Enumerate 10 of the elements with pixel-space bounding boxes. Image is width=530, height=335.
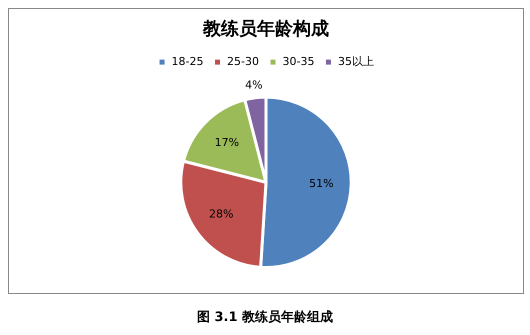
data-label: 28% (208, 208, 234, 221)
data-label: 51% (309, 176, 334, 190)
data-label: 4% (245, 78, 263, 92)
data-label: 17% (214, 136, 240, 149)
legend-label: 35以上 (338, 54, 374, 68)
legend-label: 30-35 (282, 54, 314, 68)
caption: 图 3.1 教练员年龄组成 (196, 309, 334, 326)
chart-title: 教练员年龄构成 (202, 18, 329, 40)
legend-label: 18-25 (172, 54, 204, 68)
legend-label: 25-30 (227, 54, 259, 68)
